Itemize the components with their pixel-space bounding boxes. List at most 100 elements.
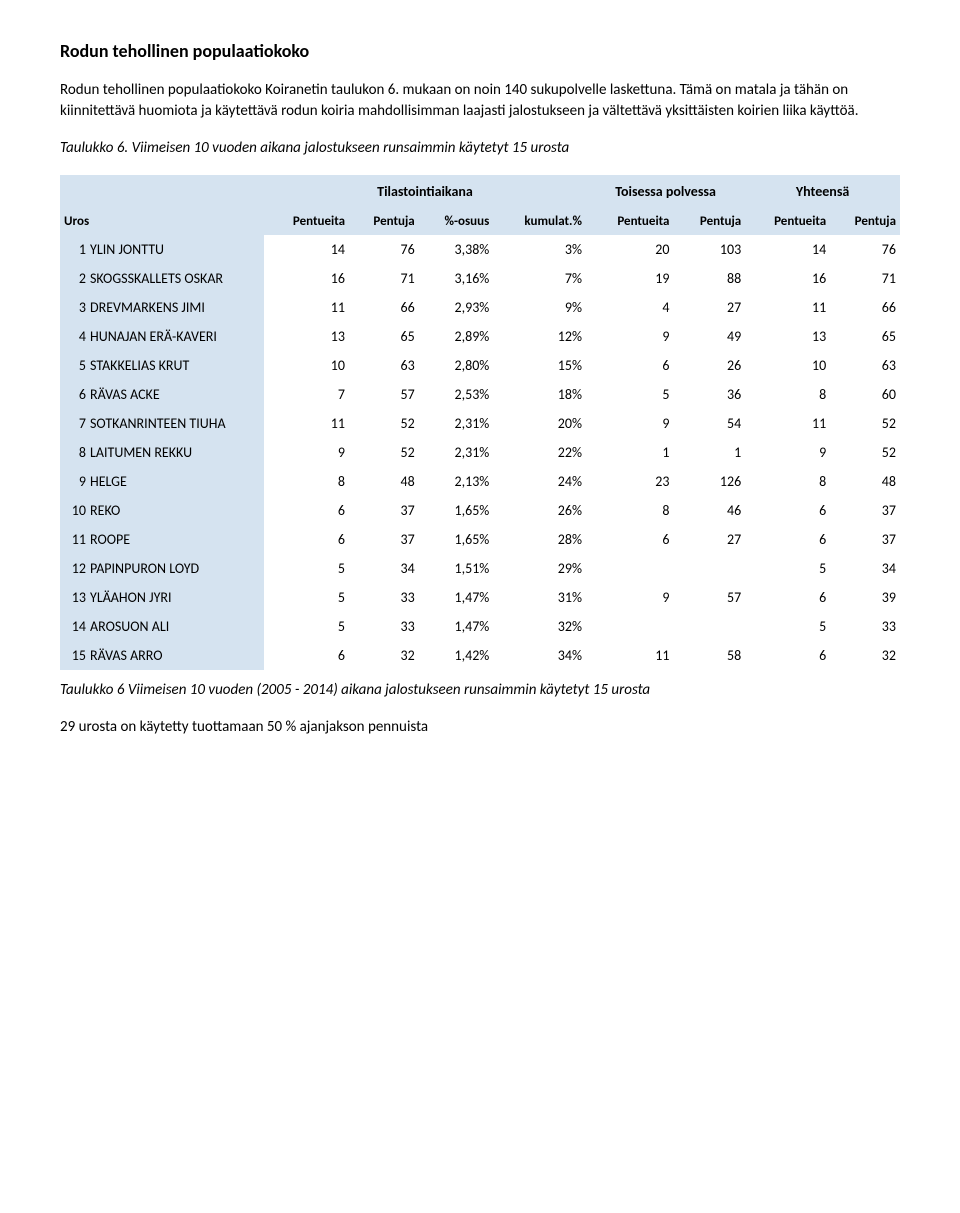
table-cell: 1,65%: [419, 525, 494, 554]
table-cell: 88: [673, 264, 745, 293]
table-row: 5STAKKELIAS KRUT10632,80%15%6261063: [60, 351, 900, 380]
group-yhteensa: Yhteensä: [745, 175, 900, 208]
table-cell: 16: [745, 264, 830, 293]
table-cell: 15: [60, 641, 88, 670]
table-cell: 24%: [493, 467, 586, 496]
table-row: 4HUNAJAN ERÄ-KAVERI13652,89%12%9491365: [60, 322, 900, 351]
table-cell: DREVMARKENS JIMI: [88, 293, 264, 322]
table-cell: 66: [830, 293, 900, 322]
table-cell: 6: [745, 583, 830, 612]
table-cell: 26: [673, 351, 745, 380]
table-cell: 6: [586, 525, 673, 554]
table-cell: 11: [264, 409, 349, 438]
table-cell: 11: [745, 293, 830, 322]
table-cell: 57: [673, 583, 745, 612]
table-cell: 5: [264, 583, 349, 612]
table-cell: 6: [264, 496, 349, 525]
table-cell: 10: [745, 351, 830, 380]
table-cell: 2: [60, 264, 88, 293]
table-cell: 26%: [493, 496, 586, 525]
table-cell: 37: [830, 525, 900, 554]
table-cell: PAPINPURON LOYD: [88, 554, 264, 583]
table-cell: 11: [60, 525, 88, 554]
table-cell: 103: [673, 235, 745, 264]
table-cell: 29%: [493, 554, 586, 583]
table-cell: 13: [60, 583, 88, 612]
table-cell: [673, 554, 745, 583]
table-cell: 12: [60, 554, 88, 583]
table-cell: 15%: [493, 351, 586, 380]
col-pentueita-1: Pentueita: [264, 208, 349, 235]
table-cell: 32: [349, 641, 419, 670]
group-toisessa: Toisessa polvessa: [586, 175, 745, 208]
table-cell: LAITUMEN REKKU: [88, 438, 264, 467]
table-cell: 37: [830, 496, 900, 525]
table-cell: 16: [264, 264, 349, 293]
table-row: 14AROSUON ALI5331,47%32%533: [60, 612, 900, 641]
table-cell: 52: [349, 438, 419, 467]
table-row: 8LAITUMEN REKKU9522,31%22%11952: [60, 438, 900, 467]
table-cell: 6: [264, 525, 349, 554]
table-cell: 33: [349, 583, 419, 612]
table-cell: 48: [349, 467, 419, 496]
table-cell: 1: [586, 438, 673, 467]
table-row: 11ROOPE6371,65%28%627637: [60, 525, 900, 554]
group-tilastointiaikana: Tilastointiaikana: [264, 175, 586, 208]
table-cell: 19: [586, 264, 673, 293]
table-cell: 5: [264, 612, 349, 641]
table-cell: YLÄAHON JYRI: [88, 583, 264, 612]
table-cell: 18%: [493, 380, 586, 409]
table-row: 15RÄVAS ARRO6321,42%34%1158632: [60, 641, 900, 670]
table-cell: 37: [349, 525, 419, 554]
col-kumulat: kumulat.%: [493, 208, 586, 235]
urosta-table: Tilastointiaikana Toisessa polvessa Yhte…: [60, 175, 900, 670]
table-cell: 71: [830, 264, 900, 293]
table-cell: 58: [673, 641, 745, 670]
table-cell: 1,42%: [419, 641, 494, 670]
table-cell: 5: [586, 380, 673, 409]
table-cell: 1,51%: [419, 554, 494, 583]
table-cell: 8: [745, 467, 830, 496]
table-cell: 20%: [493, 409, 586, 438]
table-cell: 28%: [493, 525, 586, 554]
table-cell: 7: [264, 380, 349, 409]
table-cell: STAKKELIAS KRUT: [88, 351, 264, 380]
table-cell: RÄVAS ARRO: [88, 641, 264, 670]
page-heading: Rodun tehollinen populaatiokoko: [60, 40, 900, 62]
table-row: 10REKO6371,65%26%846637: [60, 496, 900, 525]
table-cell: 8: [264, 467, 349, 496]
table-cell: 14: [264, 235, 349, 264]
table-cell: 33: [349, 612, 419, 641]
table-cell: 5: [264, 554, 349, 583]
table-cell: 37: [349, 496, 419, 525]
group-header-row: Tilastointiaikana Toisessa polvessa Yhte…: [60, 175, 900, 208]
table-cell: 3%: [493, 235, 586, 264]
table-cell: 9: [60, 467, 88, 496]
table-cell: 8: [586, 496, 673, 525]
table-cell: 2,31%: [419, 438, 494, 467]
table-cell: 2,53%: [419, 380, 494, 409]
table-cell: 8: [745, 380, 830, 409]
col-pentueita-3: Pentueita: [745, 208, 830, 235]
table-cell: 34: [830, 554, 900, 583]
table-cell: 32%: [493, 612, 586, 641]
table-row: 13YLÄAHON JYRI5331,47%31%957639: [60, 583, 900, 612]
table-cell: 76: [830, 235, 900, 264]
table-cell: 6: [745, 525, 830, 554]
table-cell: 10: [264, 351, 349, 380]
table-row: 9HELGE8482,13%24%23126848: [60, 467, 900, 496]
table-cell: 9: [745, 438, 830, 467]
table-cell: 57: [349, 380, 419, 409]
table-cell: 34%: [493, 641, 586, 670]
table-row: 7SOTKANRINTEEN TIUHA11522,31%20%9541152: [60, 409, 900, 438]
table-cell: 4: [60, 322, 88, 351]
table-row: 3DREVMARKENS JIMI11662,93%9%4271166: [60, 293, 900, 322]
table-cell: 11: [264, 293, 349, 322]
table-cell: 5: [745, 554, 830, 583]
table-cell: 1: [60, 235, 88, 264]
table-cell: 4: [586, 293, 673, 322]
table-caption: Taulukko 6 Viimeisen 10 vuoden (2005 - 2…: [60, 680, 900, 701]
table-cell: 6: [745, 496, 830, 525]
group-blank: [60, 175, 264, 208]
col-pentuja-1: Pentuja: [349, 208, 419, 235]
